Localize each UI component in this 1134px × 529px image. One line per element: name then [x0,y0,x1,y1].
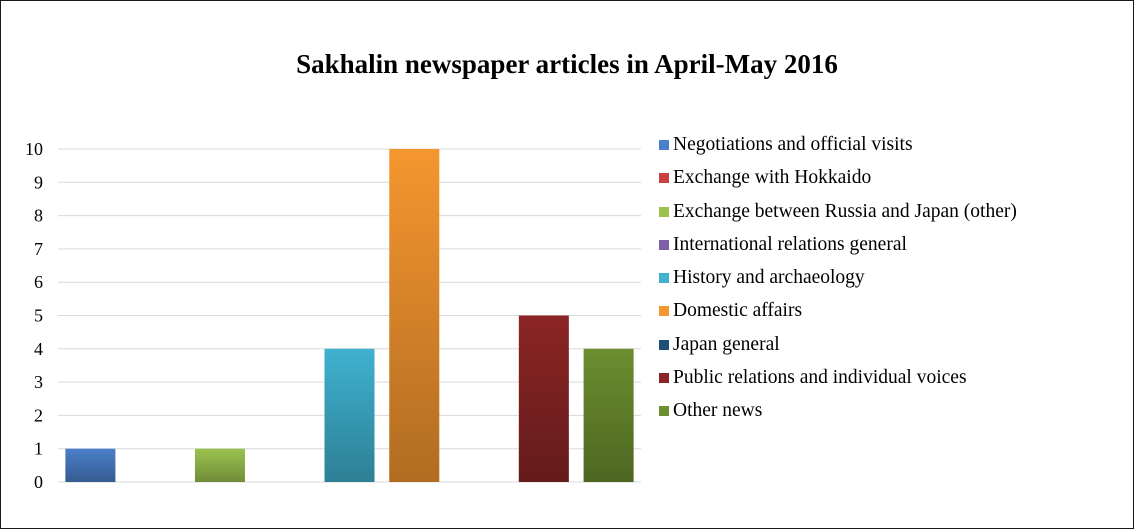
legend-item: Exchange between Russia and Japan (other… [659,197,1017,230]
y-tick-label: 0 [34,472,43,492]
legend-swatch [659,206,669,217]
y-axis-ticks: 0 1 2 3 4 5 6 7 8 9 10 [25,139,43,492]
y-tick-label: 9 [34,172,43,192]
bar-shade-5 [389,149,440,482]
legend-item: Japan general [659,330,1017,363]
legend-swatch [659,306,669,317]
chart-title: Sakhalin newspaper articles in April-May… [296,49,838,79]
legend-swatch [659,273,669,284]
bar-shade-4 [324,348,375,482]
legend-label: Domestic affairs [673,300,803,322]
bar-shade-8 [583,348,634,482]
legend-swatch [659,339,669,350]
legend-item: Exchange with Hokkaido [659,163,1017,196]
y-tick-label: 7 [34,239,43,259]
legend-label: Other news [673,400,763,422]
legend-label: Public relations and individual voices [673,367,967,389]
bar-shade-2 [194,448,245,482]
legend-label: Exchange with Hokkaido [673,167,872,189]
legend-label: Negotiations and official visits [673,134,913,155]
legend-swatch [659,173,669,184]
legend: Negotiations and official visits Exchange… [659,130,1017,430]
legend-item: History and archaeology [659,263,1017,296]
y-tick-label: 8 [34,206,43,226]
y-tick-label: 10 [25,139,43,159]
y-tick-label: 4 [34,339,43,359]
y-tick-label: 5 [34,306,43,326]
bar-shade-0 [65,448,116,482]
legend-label: Exchange between Russia and Japan (other… [673,200,1017,222]
legend-item: Public relations and individual voices [659,363,1017,396]
legend-item: Domestic affairs [659,296,1017,329]
y-tick-label: 1 [34,439,43,459]
legend-label: International relations general [673,233,907,255]
y-tick-label: 6 [34,272,43,292]
legend-swatch [659,406,669,417]
bar-shade-7 [518,315,569,482]
y-tick-label: 3 [34,372,43,392]
y-tick-label: 2 [34,405,43,425]
legend-label: Japan general [673,333,780,355]
legend-swatch [659,239,669,250]
legend-label: History and archaeology [673,267,865,289]
legend-item: Negotiations and official visits [659,130,1017,163]
legend-swatch [659,140,669,150]
legend-item: Other news [659,396,1017,429]
legend-item: International relations general [659,230,1017,263]
bars [65,149,634,482]
legend-swatch [659,373,669,384]
